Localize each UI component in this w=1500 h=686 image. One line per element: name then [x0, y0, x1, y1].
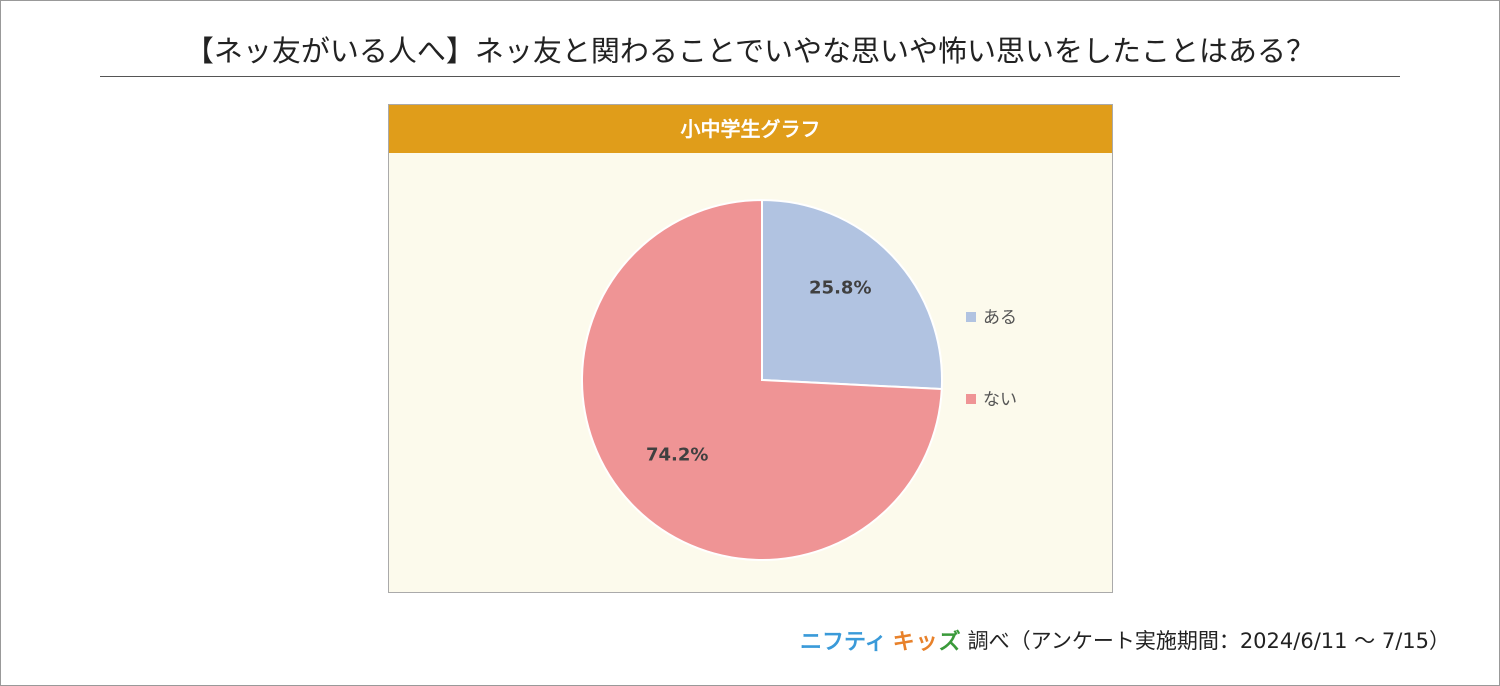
brand-kids-b: ズ: [938, 630, 962, 655]
footer: ニフティ キッズ 調べ（アンケート実施期間：2024/6/11 ～ 7/15）: [800, 624, 1450, 656]
chart-title: 小中学生グラフ: [389, 105, 1112, 153]
brand-nifty: ニフティ: [799, 630, 887, 655]
data-label-1: 74.2%: [646, 445, 708, 466]
page-title: 【ネッ友がいる人へ】ネッ友と関わることでいやな思いや怖い思いをしたことはある？: [184, 34, 1316, 68]
pie-slice-1: [581, 198, 943, 561]
chart-panel: 小中学生グラフ 25.8% ある 74.2% ない: [388, 104, 1113, 593]
pie-chart: 25.8% ある 74.2% ない: [581, 198, 1017, 561]
pie-slice-0: [761, 198, 943, 391]
legend-label-0: ある: [983, 308, 1017, 328]
title-divider: [100, 76, 1400, 77]
legend-swatch-0: [966, 312, 976, 322]
brand-kids-a: キッ: [892, 630, 939, 655]
source-note: 調べ（アンケート実施期間：2024/6/11 ～ 7/15）: [967, 629, 1450, 653]
brand-kids: キッズ: [893, 624, 962, 656]
data-label-0: 25.8%: [809, 278, 871, 299]
legend-label-1: ない: [983, 390, 1017, 410]
legend-swatch-1: [966, 394, 976, 404]
